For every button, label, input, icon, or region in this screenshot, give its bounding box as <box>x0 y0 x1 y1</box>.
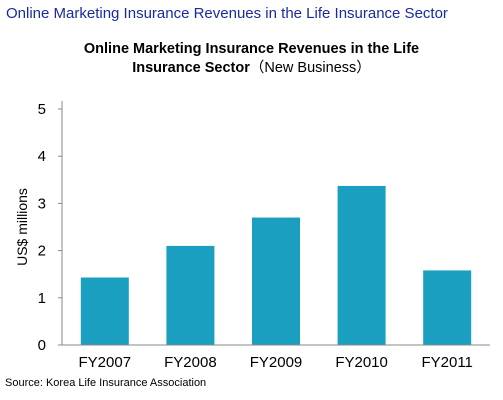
x-tick-label: FY2011 <box>421 354 472 371</box>
bar-fy2009 <box>252 217 300 345</box>
chart-title-line-2-suffix: （New Business） <box>249 60 371 76</box>
y-tick-label: 1 <box>38 290 46 307</box>
x-tick-label: FY2009 <box>250 354 303 371</box>
chart-title-line-2-main: Insurance Sector <box>132 60 250 76</box>
bar-fy2010 <box>337 185 386 345</box>
source-note: Source: Korea Life Insurance Association <box>5 377 207 389</box>
chart-title: Online Marketing Insurance Revenues in t… <box>0 40 503 78</box>
chart-title-line-1: Online Marketing Insurance Revenues in t… <box>83 41 420 57</box>
y-axis-ticks: 0 1 2 3 4 5 <box>38 101 62 354</box>
bar-fy2011 <box>423 270 472 345</box>
y-tick-label: 0 <box>38 337 46 354</box>
x-tick-label: FY2010 <box>335 354 388 371</box>
x-axis-labels: FY2007 FY2008 FY2009 FY2010 FY2011 <box>79 354 473 371</box>
bars <box>80 185 472 345</box>
chart-title-line-2: Insurance Sector（New Business） <box>0 59 503 78</box>
x-tick-label: FY2008 <box>164 354 217 371</box>
y-axis-label: US$ millions <box>14 188 30 266</box>
page-header: Online Marketing Insurance Revenues in t… <box>6 5 448 22</box>
x-tick-label: FY2007 <box>79 354 132 371</box>
y-tick-label: 3 <box>38 195 46 212</box>
y-tick-label: 4 <box>38 148 46 165</box>
y-tick-label: 5 <box>38 101 46 118</box>
bar-fy2007 <box>80 277 129 345</box>
bar-fy2008 <box>166 245 215 345</box>
y-tick-label: 2 <box>38 243 46 260</box>
